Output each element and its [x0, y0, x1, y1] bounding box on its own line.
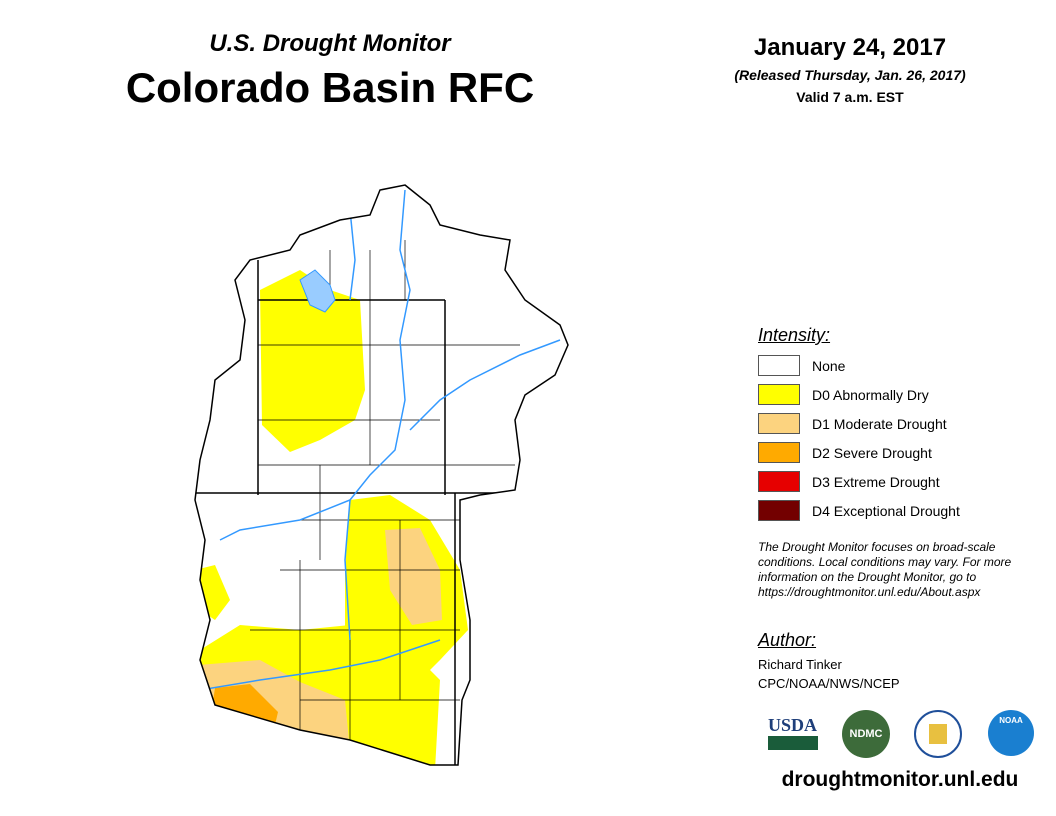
legend-swatch — [758, 500, 800, 521]
legend-item-d4: D4 Exceptional Drought — [758, 500, 960, 521]
legend-label: D1 Moderate Drought — [812, 415, 947, 432]
legend-label: None — [812, 357, 846, 374]
d1-area-south — [198, 660, 350, 750]
website-link[interactable]: droughtmonitor.unl.edu — [781, 768, 1019, 791]
legend-swatch — [758, 384, 800, 405]
author-org: CPC/NOAA/NWS/NCEP — [758, 676, 900, 691]
d0-area-utah — [260, 270, 365, 452]
subtitle: U.S. Drought Monitor — [209, 30, 451, 57]
author-heading: Author: — [758, 630, 817, 650]
legend-label: D4 Exceptional Drought — [812, 502, 960, 519]
valid-time: Valid 7 a.m. EST — [796, 89, 904, 105]
d1-area-north — [385, 528, 442, 625]
legend-heading: Intensity: — [758, 325, 831, 345]
commerce-logo — [914, 710, 962, 758]
legend-swatch — [758, 442, 800, 463]
legend-label: D0 Abnormally Dry — [812, 386, 929, 403]
great-salt-lake — [299, 269, 336, 313]
usda-logo: USDA — [768, 715, 818, 750]
rivers — [199, 189, 561, 691]
legend-label: D2 Severe Drought — [812, 444, 932, 461]
legend-swatch — [758, 471, 800, 492]
legend-item-d3: D3 Extreme Drought — [758, 471, 940, 492]
legend-item-d0: D0 Abnormally Dry — [758, 384, 929, 405]
legend-swatch — [758, 355, 800, 376]
disclaimer-note: The Drought Monitor focuses on broad-sca… — [758, 540, 1012, 599]
release-date: (Released Thursday, Jan. 26, 2017) — [734, 67, 966, 83]
legend-item-d1: D1 Moderate Drought — [758, 413, 947, 434]
map-title: Colorado Basin RFC — [125, 64, 535, 111]
legend-item-none: None — [758, 355, 845, 376]
map-date: January 24, 2017 — [753, 34, 947, 61]
legend-label: D3 Extreme Drought — [812, 473, 940, 490]
author-name: Richard Tinker — [758, 657, 842, 672]
legend-swatch — [758, 413, 800, 434]
noaa-logo: NOAA — [988, 710, 1034, 756]
ndmc-logo: NDMC — [842, 710, 890, 758]
legend-item-d2: D2 Severe Drought — [758, 442, 932, 463]
